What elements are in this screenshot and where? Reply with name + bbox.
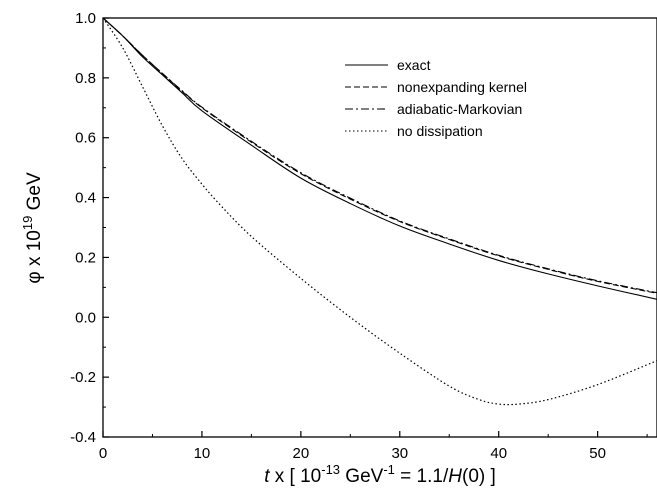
x-label-exp1: -13 bbox=[321, 462, 340, 477]
legend: exact nonexpanding kernel adiabatic-Markov… bbox=[345, 57, 527, 139]
y-tick-label: 0.6 bbox=[75, 130, 96, 147]
y-tick-label: 0.0 bbox=[75, 309, 96, 326]
y-tick-label: 0.2 bbox=[75, 249, 96, 266]
x-tick-label: 50 bbox=[589, 445, 606, 462]
y-axis-label: φ x 1019 GeV bbox=[20, 172, 45, 284]
y-tick-label: 0.8 bbox=[75, 70, 96, 87]
x-label-exp2: -1 bbox=[383, 462, 395, 477]
x-label-var: t bbox=[264, 466, 270, 487]
axis-ticks: 0 10 20 30 40 50 -0.4 -0.2 0.0 0.2 0.4 0.6 0.8 1.0 bbox=[70, 10, 648, 462]
x-axis-label: t x [ 10-13 GeV-1 = 1.1/H(0) ] bbox=[264, 462, 496, 487]
series-line-nonexpanding-kernel bbox=[102, 17, 657, 294]
series-line-exact bbox=[102, 17, 657, 300]
x-tick-label: 10 bbox=[194, 445, 211, 462]
y-tick-label: 0.4 bbox=[75, 190, 96, 207]
y-label-exp: 19 bbox=[20, 216, 35, 230]
x-label-post: = 1.1/ bbox=[395, 466, 449, 487]
x-label-pre: x [ 10 bbox=[269, 466, 321, 487]
y-tick-label: -0.4 bbox=[70, 429, 96, 446]
series-layer bbox=[102, 17, 657, 406]
y-tick-label: -0.2 bbox=[70, 369, 96, 386]
x-label-mid: GeV bbox=[340, 466, 384, 487]
x-label-tail: (0) ] bbox=[462, 466, 496, 487]
y-tick-label: 1.0 bbox=[75, 10, 96, 27]
plot-frame bbox=[102, 17, 657, 438]
legend-label-exact: exact bbox=[397, 57, 431, 73]
x-tick-label: 30 bbox=[391, 445, 408, 462]
x-tick-label: 20 bbox=[293, 445, 310, 462]
y-label-post: GeV bbox=[24, 172, 45, 216]
x-tick-label: 40 bbox=[490, 445, 507, 462]
legend-label-adiabatic-markovian: adiabatic-Markovian bbox=[397, 101, 522, 117]
legend-label-no-dissipation: no dissipation bbox=[397, 123, 483, 139]
x-tick-label: 0 bbox=[99, 445, 107, 462]
series-line-no-dissipation bbox=[102, 17, 657, 406]
x-label-hvar: H bbox=[448, 466, 462, 487]
legend-label-nonexpanding-kernel: nonexpanding kernel bbox=[397, 79, 527, 95]
series-line-adiabatic-markovian bbox=[102, 17, 657, 294]
y-label-pre: φ x 10 bbox=[24, 230, 45, 284]
